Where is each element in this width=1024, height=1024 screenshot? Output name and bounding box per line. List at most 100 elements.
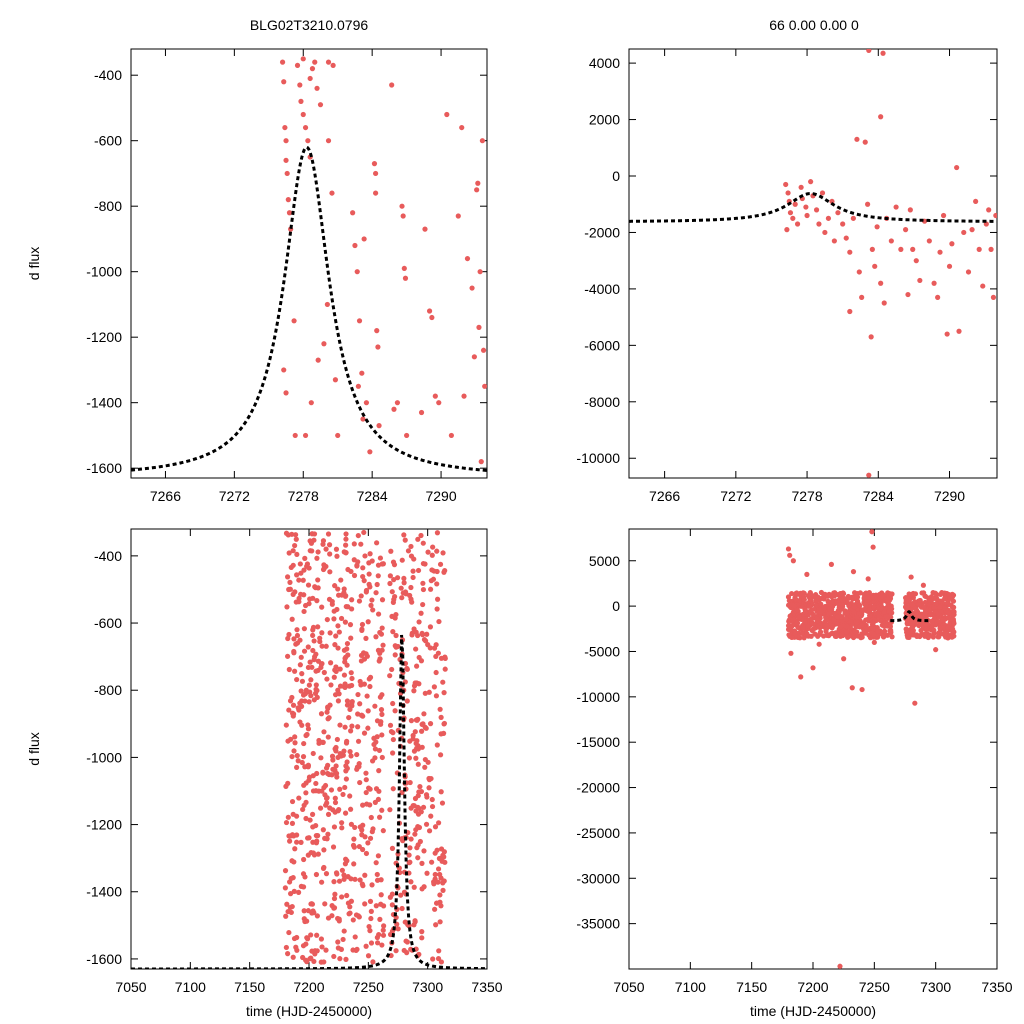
data-point — [401, 265, 407, 272]
y-tick-label: -1400 — [86, 395, 122, 411]
data-point — [816, 641, 822, 647]
data-point — [422, 690, 428, 696]
data-point — [377, 555, 384, 561]
data-point — [420, 586, 427, 593]
data-point — [415, 855, 421, 861]
data-point — [828, 561, 835, 567]
data-point — [935, 618, 941, 624]
data-point — [435, 955, 442, 962]
data-point — [406, 755, 413, 761]
data-point — [888, 629, 894, 635]
data-point — [434, 530, 441, 536]
data-point — [298, 591, 304, 597]
data-point — [804, 631, 810, 637]
data-point — [942, 605, 948, 611]
data-point — [289, 694, 295, 701]
data-point — [351, 572, 358, 579]
y-tick-label: -800 — [94, 682, 122, 698]
data-point — [410, 802, 416, 809]
data-point — [834, 621, 840, 627]
data-point — [929, 618, 935, 624]
data-point — [376, 747, 383, 754]
data-point — [347, 904, 353, 910]
data-point — [402, 537, 408, 543]
panel-bottom-left: 7050 7100 7150 7200 7250 7300 7350 -400 -600 -800… — [26, 528, 503, 1019]
data-point — [831, 617, 837, 624]
data-point — [392, 643, 398, 649]
y-tick-label: -400 — [94, 67, 122, 83]
data-point — [415, 824, 421, 830]
data-point — [295, 758, 301, 764]
data-point — [961, 229, 967, 236]
data-point — [839, 606, 845, 612]
data-point — [950, 626, 956, 632]
data-point — [357, 701, 363, 707]
data-point — [320, 827, 326, 833]
data-point — [874, 224, 880, 230]
data-point — [441, 730, 447, 736]
data-point — [399, 595, 405, 601]
data-point — [303, 732, 309, 739]
data-point — [321, 959, 327, 965]
data-point — [956, 328, 962, 334]
data-point — [300, 56, 306, 62]
data-point — [333, 748, 339, 754]
data-point — [313, 780, 319, 787]
data-point — [367, 786, 373, 792]
data-point — [789, 602, 795, 608]
data-point — [787, 613, 793, 619]
data-point — [411, 884, 417, 890]
data-point — [335, 645, 341, 651]
data-point — [355, 691, 361, 698]
data-point — [392, 652, 398, 658]
data-point — [348, 876, 354, 882]
data-point — [350, 917, 356, 923]
data-point — [419, 929, 425, 935]
data-point — [355, 383, 361, 389]
data-point — [335, 687, 341, 693]
data-point — [391, 406, 397, 412]
x-tick-label: 7266 — [150, 488, 181, 504]
data-point — [402, 275, 409, 281]
data-point — [355, 738, 362, 744]
data-point — [334, 774, 340, 780]
data-point — [904, 629, 910, 635]
data-point — [398, 892, 404, 898]
data-point — [355, 711, 361, 717]
data-point — [379, 807, 385, 813]
data-point — [301, 856, 307, 863]
data-point — [859, 294, 865, 300]
data-point — [430, 956, 436, 962]
data-point — [818, 601, 824, 607]
data-point — [301, 626, 307, 632]
data-point — [933, 601, 939, 607]
data-point — [810, 612, 816, 618]
data-point — [285, 197, 291, 203]
data-point — [438, 846, 445, 852]
data-point — [837, 591, 843, 597]
data-point — [327, 630, 333, 636]
data-point — [333, 870, 340, 876]
data-point — [438, 714, 444, 720]
data-point — [367, 449, 373, 455]
data-point — [299, 678, 306, 684]
data-point — [318, 755, 324, 761]
data-point — [800, 624, 806, 630]
data-point — [329, 190, 335, 196]
data-point — [927, 612, 934, 618]
data-point — [348, 728, 354, 734]
data-point — [327, 551, 333, 557]
data-point — [285, 635, 291, 642]
data-point — [341, 647, 347, 653]
data-point — [323, 802, 329, 808]
data-point — [362, 901, 368, 907]
data-point — [333, 546, 340, 552]
data-point — [311, 697, 317, 703]
data-point — [381, 923, 387, 929]
x-tick-label: 7050 — [613, 979, 644, 995]
data-point — [399, 836, 405, 842]
data-point — [418, 728, 425, 734]
data-point — [882, 622, 888, 629]
data-point — [304, 918, 310, 924]
data-point — [336, 807, 342, 813]
